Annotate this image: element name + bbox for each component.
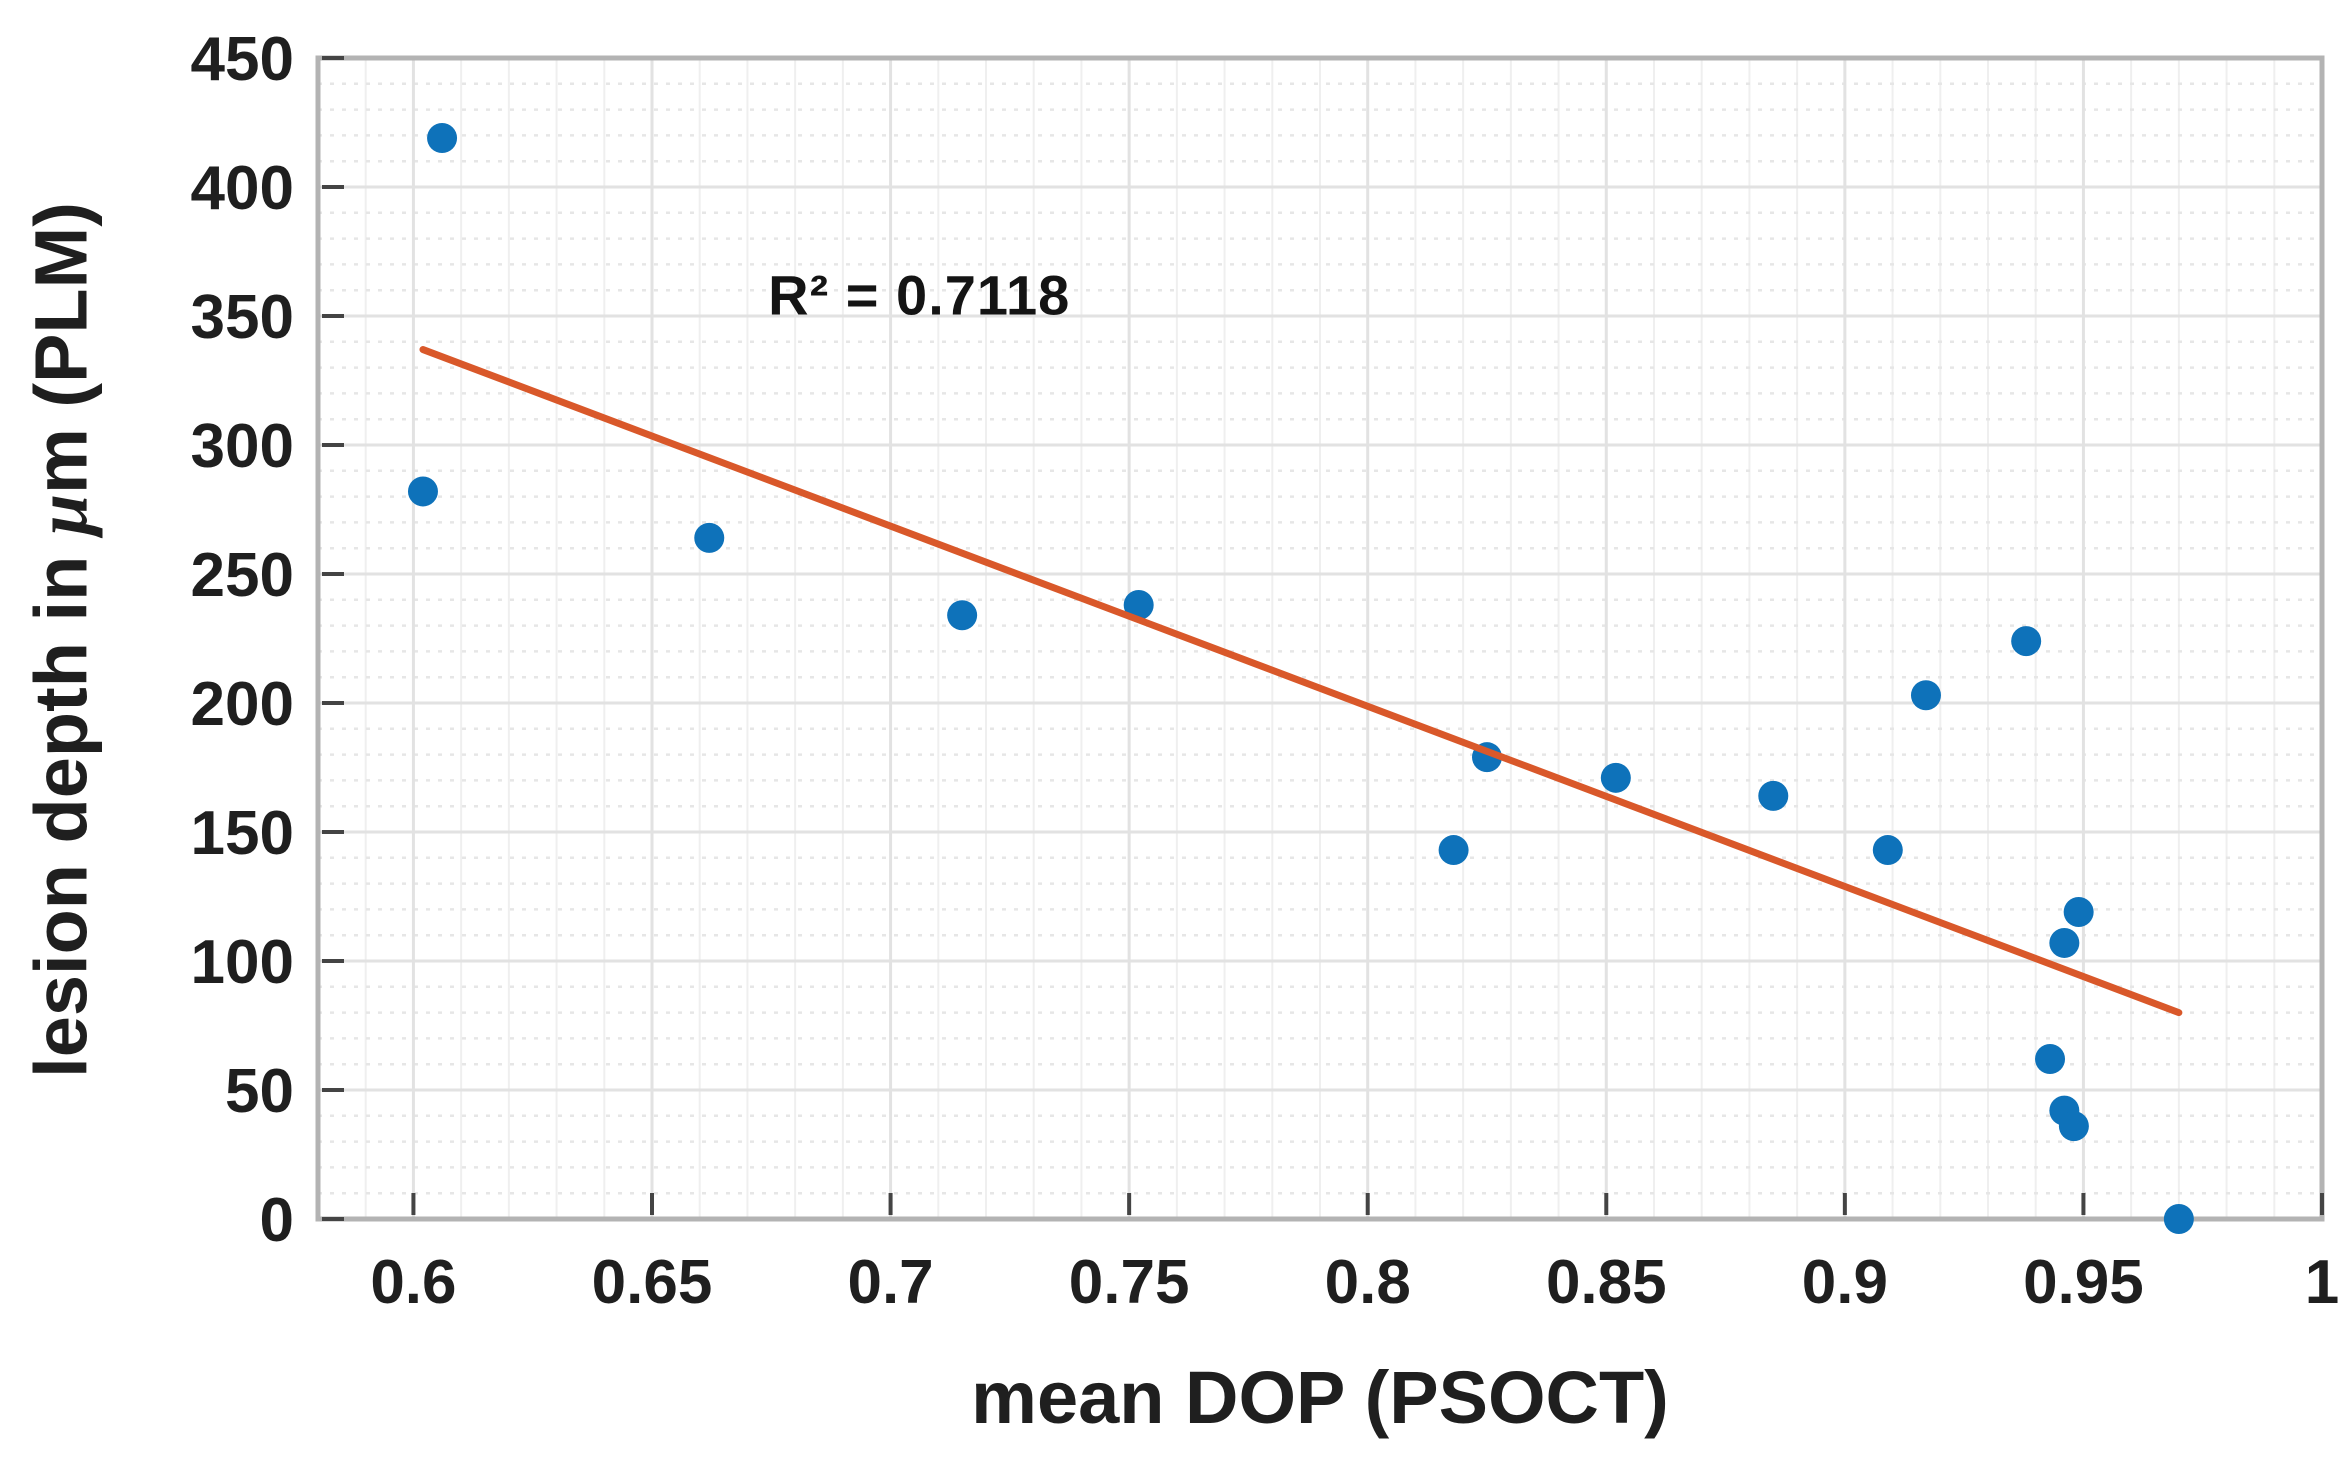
x-tick-label: 0.65 — [592, 1248, 713, 1317]
x-tick-label: 0.9 — [1802, 1248, 1888, 1317]
y-axis-label: lesion depth in μm (PLM) — [19, 202, 106, 1078]
data-point — [1438, 835, 1469, 866]
y-tick-label: 100 — [191, 928, 294, 997]
data-point — [1600, 762, 1631, 793]
data-point — [1123, 589, 1154, 620]
x-tick-label: 0.95 — [2023, 1248, 2144, 1317]
data-point — [947, 600, 978, 631]
data-point — [2063, 896, 2094, 927]
x-tick-label: 0.8 — [1325, 1248, 1411, 1317]
y-tick-label: 450 — [191, 25, 294, 94]
y-tick-label: 250 — [191, 541, 294, 610]
data-point — [427, 122, 458, 153]
data-point — [407, 476, 438, 507]
y-tick-label: 200 — [191, 670, 294, 739]
mu-symbol: μ — [21, 494, 104, 536]
y-tick-label: 50 — [225, 1057, 294, 1126]
y-tick-label: 150 — [191, 799, 294, 868]
y-axis-label-prefix: lesion depth in — [19, 535, 103, 1078]
data-point — [2035, 1044, 2066, 1075]
x-axis-label: mean DOP (PSOCT) — [971, 1356, 1669, 1439]
data-point — [2049, 927, 2080, 958]
data-point — [1910, 680, 1941, 711]
y-tick-label: 300 — [191, 412, 294, 481]
data-point — [1758, 780, 1789, 811]
data-point — [694, 522, 725, 553]
axes-border — [315, 55, 2325, 1222]
data-point — [2011, 626, 2042, 657]
x-tick-label: 0.85 — [1546, 1248, 1667, 1317]
y-tick-label: 0 — [260, 1186, 294, 1255]
trend-line — [419, 346, 2183, 1017]
r-squared-annotation: R² = 0.7118 — [768, 263, 1071, 327]
data-point — [1872, 835, 1903, 866]
x-tick-label: 0.6 — [370, 1248, 456, 1317]
data-point — [2058, 1111, 2089, 1142]
y-tick-label: 400 — [191, 154, 294, 223]
x-tick-label: 1 — [2305, 1248, 2339, 1317]
x-tick-label: 0.75 — [1069, 1248, 1190, 1317]
x-tick-label: 0.7 — [847, 1248, 933, 1317]
y-tick-label: 350 — [191, 283, 294, 352]
data-point — [2163, 1204, 2194, 1234]
y-axis-label-suffix: m (PLM) — [19, 202, 103, 495]
